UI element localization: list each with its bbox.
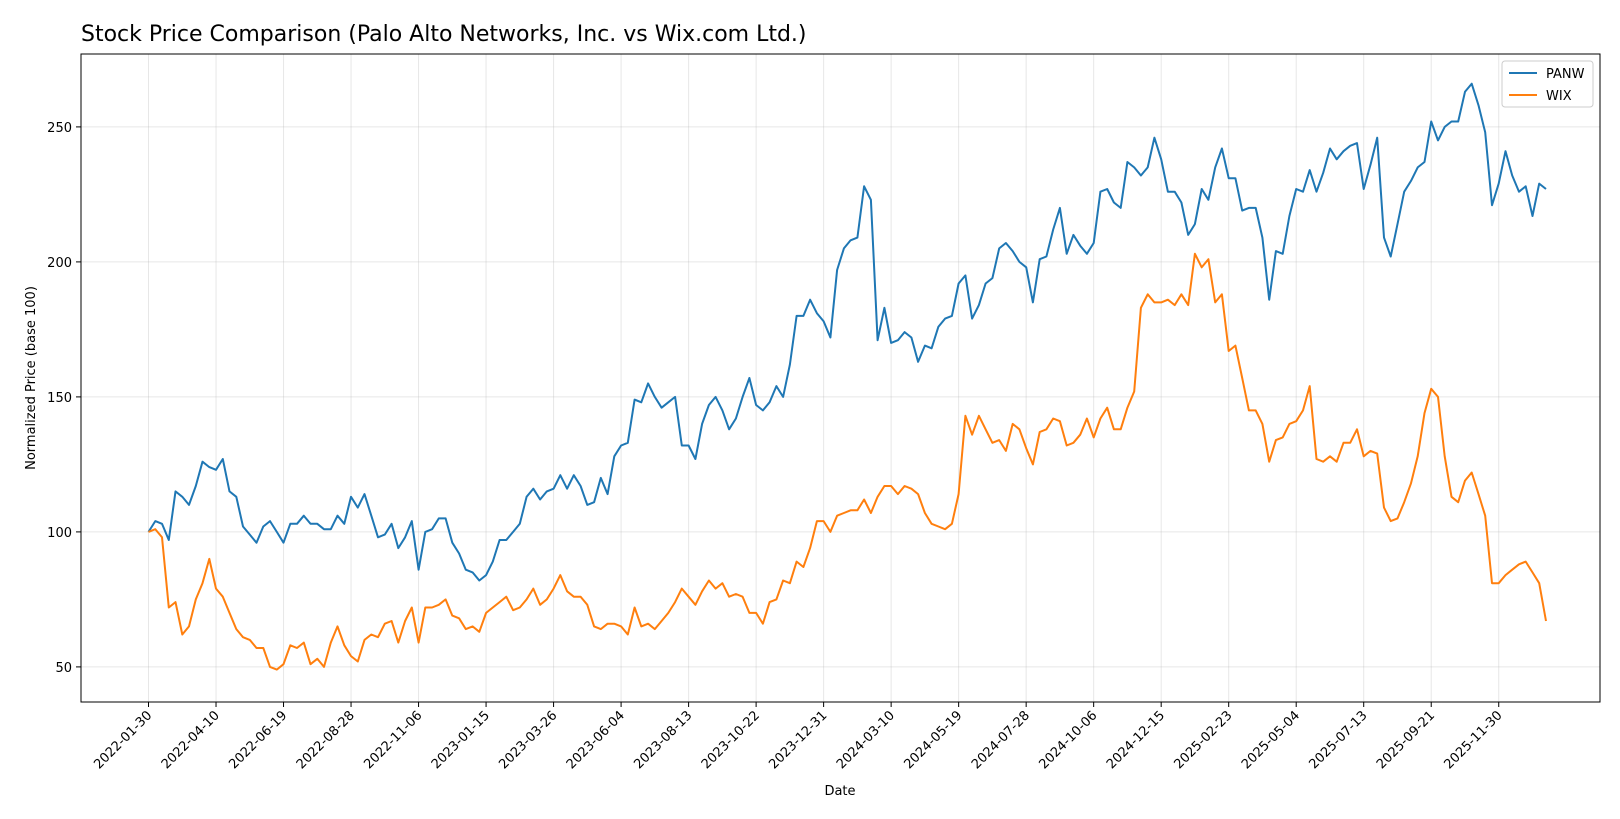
legend-label-wix: WIX	[1546, 89, 1572, 104]
plot-area-frame	[80, 53, 1601, 703]
series-line-panw	[147, 82, 1547, 582]
legend: PANW WIX	[1501, 60, 1594, 108]
chart-title: Stock Price Comparison (Palo Alto Networ…	[81, 22, 807, 47]
y-tick-label: 100	[47, 526, 72, 541]
y-tick-label: 250	[47, 121, 72, 136]
y-axis-label: Normalized Price (base 100)	[24, 286, 39, 470]
series-line-wix	[148, 252, 1547, 671]
series-layer	[147, 82, 1547, 671]
y-tick-label: 200	[47, 256, 72, 271]
x-axis-label: Date	[824, 784, 855, 799]
legend-label-panw: PANW	[1546, 67, 1585, 82]
y-tick-label: 150	[47, 391, 72, 406]
y-tick-label: 50	[55, 661, 72, 676]
grid-lines	[81, 54, 1600, 702]
y-axis: 50 100 150 200 250	[47, 121, 81, 676]
